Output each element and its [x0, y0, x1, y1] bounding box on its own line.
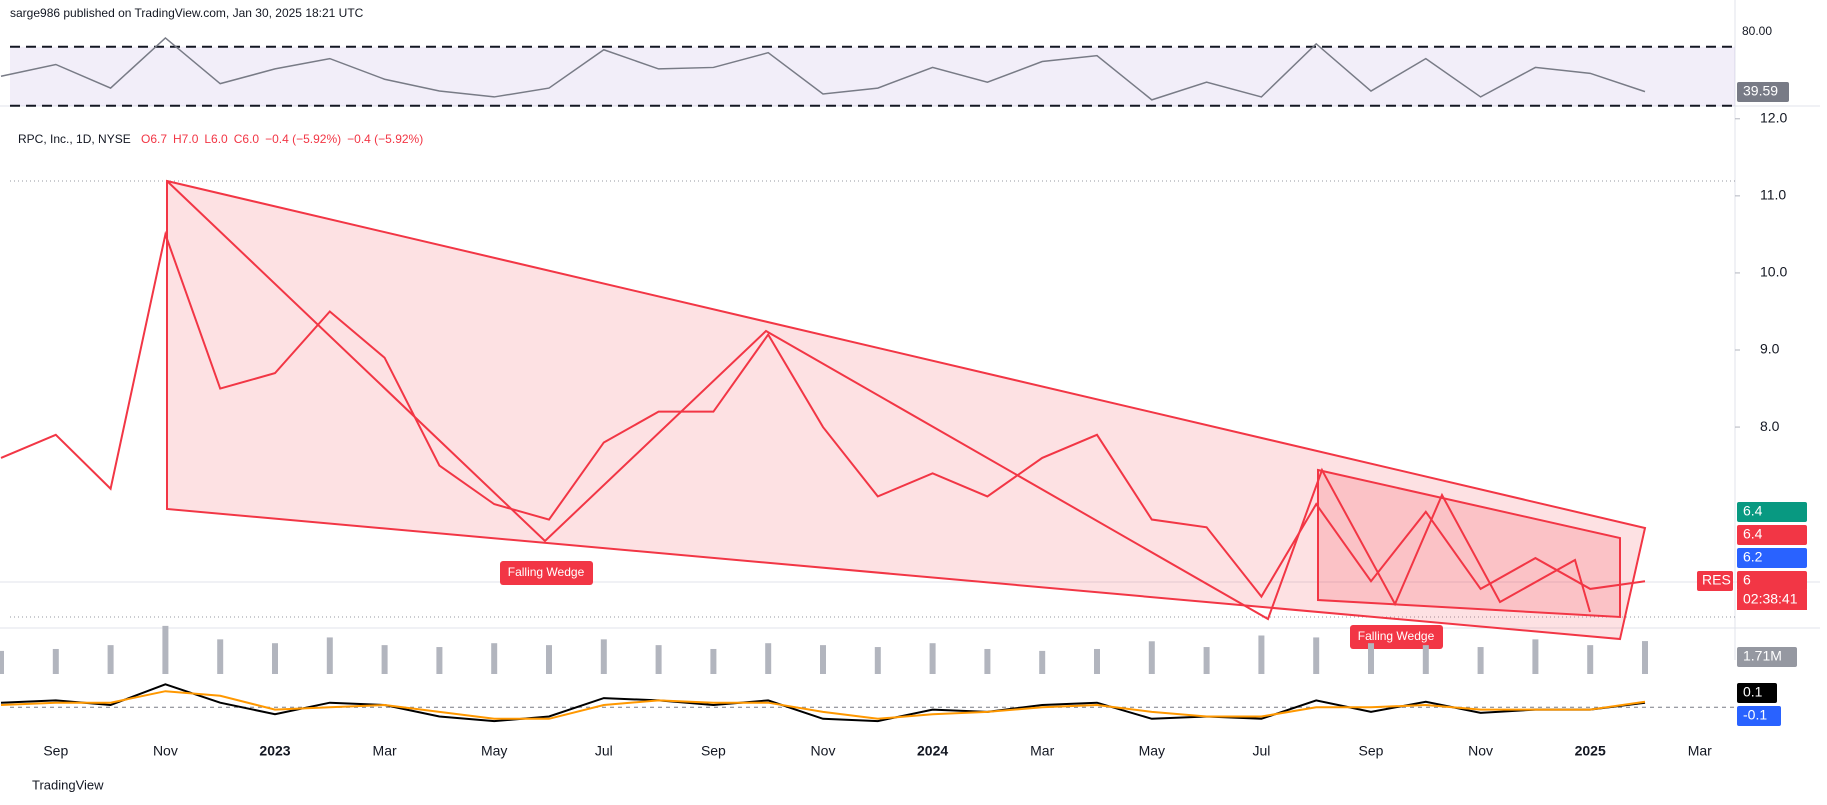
badge [1737, 647, 1797, 667]
annotation-box [1350, 625, 1443, 649]
wedge [166, 179, 1647, 641]
macd-line [0, 690, 1646, 720]
ohlc-value: −0.4 (−5.92%) [347, 132, 423, 146]
badge-label: 6.4 [1743, 503, 1763, 519]
volume-bar [491, 643, 498, 674]
volume-bar [52, 648, 59, 674]
badge [1737, 706, 1781, 726]
annotation: Falling Wedge [1358, 629, 1435, 643]
volume-bar [1039, 650, 1046, 674]
y-tick-label: 11.0 [1760, 187, 1786, 203]
symbol-tag: RES [1702, 572, 1731, 588]
ohlc-value: C6.0 [234, 132, 260, 146]
volume-bar [0, 650, 4, 674]
badge [1737, 571, 1807, 591]
badge [1737, 683, 1777, 703]
volume-bar [820, 645, 826, 674]
y-tick-label: 8.0 [1760, 418, 1780, 434]
badge [1737, 548, 1807, 568]
x-tick-label: Sep [43, 743, 68, 759]
badge [1737, 525, 1807, 545]
rsi-band [10, 46, 1735, 106]
x-tick-label: Nov [1468, 743, 1493, 759]
countdown: 02:38:41 [1743, 591, 1798, 607]
zigzag [166, 180, 1591, 621]
volume-bar [655, 645, 662, 674]
x-tick-label: Mar [373, 743, 397, 759]
volume-bar [217, 639, 224, 674]
x-tick-label: Nov [811, 743, 836, 759]
badge-label: -0.1 [1743, 707, 1767, 723]
x-tick-label: Nov [153, 743, 178, 759]
volume-bar [272, 643, 278, 674]
annotation-box [500, 561, 593, 585]
rsi-line [0, 36, 1646, 101]
volume-bar [984, 648, 991, 674]
rsi-tick-label: 80.00 [1742, 24, 1772, 38]
volume-bar [107, 645, 114, 674]
volume-bar [874, 647, 881, 674]
x-tick-label: May [481, 743, 507, 759]
volume-bar [1422, 645, 1429, 674]
y-tick-label: 10.0 [1760, 264, 1787, 280]
y-tick-label: 9.0 [1760, 341, 1780, 357]
x-tick-label: Jul [595, 743, 613, 759]
volume-bar [1258, 635, 1265, 674]
badge [1737, 502, 1807, 522]
price-line [0, 230, 1646, 599]
header: sarge986 published on TradingView.com, J… [10, 6, 364, 20]
small-wedge [1317, 468, 1621, 619]
volume-bar [600, 639, 607, 674]
x-tick-label: 2025 [1575, 743, 1606, 759]
x-tick-label: Jul [1252, 743, 1270, 759]
x-tick-label: Sep [1359, 743, 1384, 759]
badge-label: 39.59 [1743, 83, 1778, 99]
volume-bar [710, 648, 717, 674]
badge-label: 0.1 [1743, 684, 1763, 700]
x-tick-label: 2024 [917, 743, 948, 759]
ohlc-value: L6.0 [204, 132, 228, 146]
volume-bar [546, 645, 552, 674]
volume-bar [162, 625, 169, 674]
y-tick-label: 12.0 [1760, 109, 1787, 125]
badge-label: 1.71M [1743, 648, 1782, 664]
badge [1737, 82, 1789, 102]
volume-bar [929, 643, 936, 674]
legend: RPC, Inc., 1D, NYSE [18, 132, 131, 146]
badge [1737, 590, 1807, 610]
x-tick-label: Sep [701, 743, 726, 759]
volume-bar [1532, 639, 1539, 674]
footer: TradingView [32, 777, 104, 792]
volume-bar [1368, 643, 1374, 674]
macd-line [0, 683, 1646, 723]
x-tick-label: Mar [1688, 743, 1712, 759]
x-tick-label: Mar [1030, 743, 1054, 759]
volume-bar [381, 645, 388, 674]
volume-bar [765, 643, 772, 674]
volume-bar [1477, 647, 1484, 674]
volume-bar [1094, 648, 1100, 674]
volume-bar [326, 637, 333, 674]
volume-bar [1313, 637, 1320, 674]
badge-label: 6.2 [1743, 549, 1763, 565]
badge-label: 6.4 [1743, 526, 1763, 542]
volume-bar [1203, 647, 1210, 674]
x-tick-label: May [1139, 743, 1165, 759]
volume-bar [1148, 641, 1155, 674]
volume-bar [1587, 645, 1594, 674]
x-tick-label: 2023 [259, 743, 290, 759]
badge-label: 6 [1743, 572, 1751, 588]
ohlc-value: H7.0 [173, 132, 199, 146]
ohlc-value: −0.4 (−5.92%) [265, 132, 341, 146]
annotation: Falling Wedge [508, 565, 585, 579]
badge [1697, 571, 1733, 591]
volume-bar [1642, 641, 1648, 674]
volume-bar [436, 647, 443, 674]
ohlc-value: O6.7 [141, 132, 167, 146]
